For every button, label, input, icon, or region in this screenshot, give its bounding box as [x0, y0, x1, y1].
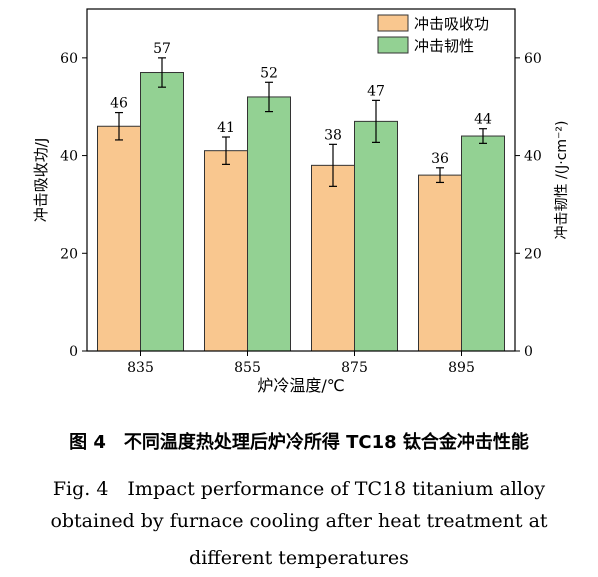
- figure-caption-english-line-2: obtained by furnace cooling after heat t…: [50, 510, 548, 532]
- data-label-s1-895: 36: [431, 151, 449, 167]
- figure-caption-chinese: 图 4 不同温度热处理后炉冷所得 TC18 钛合金冲击性能: [69, 432, 529, 453]
- y-left-tick-label-40: 40: [60, 149, 78, 165]
- y-right-tick-label-60: 60: [524, 51, 542, 67]
- legend-swatch-1: [377, 14, 409, 32]
- y-left-tick-label-0: 0: [69, 344, 78, 360]
- x-tick-label-875: 875: [341, 360, 368, 376]
- bar-s2-835: [140, 72, 184, 352]
- legend-label-1: 冲击吸收功: [414, 15, 489, 33]
- bar-s2-895: [461, 135, 505, 352]
- figure-caption-english-line-3: different temperatures: [189, 547, 409, 569]
- data-label-s2-855: 52: [260, 65, 278, 81]
- plot-frame: [86, 8, 516, 352]
- y-right-tick-label-40: 40: [524, 149, 542, 165]
- bars-layer: 46 57 41 52 38 47 36 44: [97, 41, 505, 352]
- data-label-s2-895: 44: [474, 112, 492, 128]
- axes-layer: 835 855 875 895 0 0 20 20 40 40 60 60 炉冷温度/℃ 冲击吸收功/J 冲…: [32, 8, 570, 395]
- bar-s2-855: [247, 96, 291, 352]
- x-tick-label-835: 835: [127, 360, 154, 376]
- y-axis-label-left: 冲击吸收功/J: [32, 138, 50, 222]
- x-tick-label-895: 895: [448, 360, 475, 376]
- y-right-tick-label-20: 20: [524, 246, 542, 262]
- bar-s1-855: [204, 150, 248, 352]
- bar-s1-835: [97, 125, 141, 352]
- bar-s1-895: [418, 174, 462, 352]
- y-left-tick-label-20: 20: [60, 246, 78, 262]
- bar-s2-875: [354, 120, 398, 352]
- x-axis-label: 炉冷温度/℃: [257, 376, 344, 395]
- y-right-tick-label-0: 0: [524, 344, 533, 360]
- legend-swatch-2: [377, 36, 409, 54]
- data-label-s2-835: 57: [153, 41, 171, 57]
- figure-caption-english-line-1: Fig. 4 Impact performance of TC18 titani…: [52, 478, 546, 500]
- bar-chart: 46 57 41 52 38 47 36 44 835 855 875 895 0 0 20 20 40 40 6…: [32, 8, 570, 395]
- data-label-s1-835: 46: [110, 96, 128, 112]
- y-axis-label-right: 冲击韧性 /(J·cm⁻²): [554, 120, 570, 239]
- y-left-tick-label-60: 60: [60, 51, 78, 67]
- data-label-s1-855: 41: [217, 120, 235, 136]
- data-label-s2-875: 47: [367, 83, 385, 99]
- legend-label-2: 冲击韧性: [414, 37, 474, 55]
- data-label-s1-875: 38: [324, 127, 342, 143]
- bar-s1-875: [311, 164, 355, 352]
- x-tick-label-855: 855: [234, 360, 261, 376]
